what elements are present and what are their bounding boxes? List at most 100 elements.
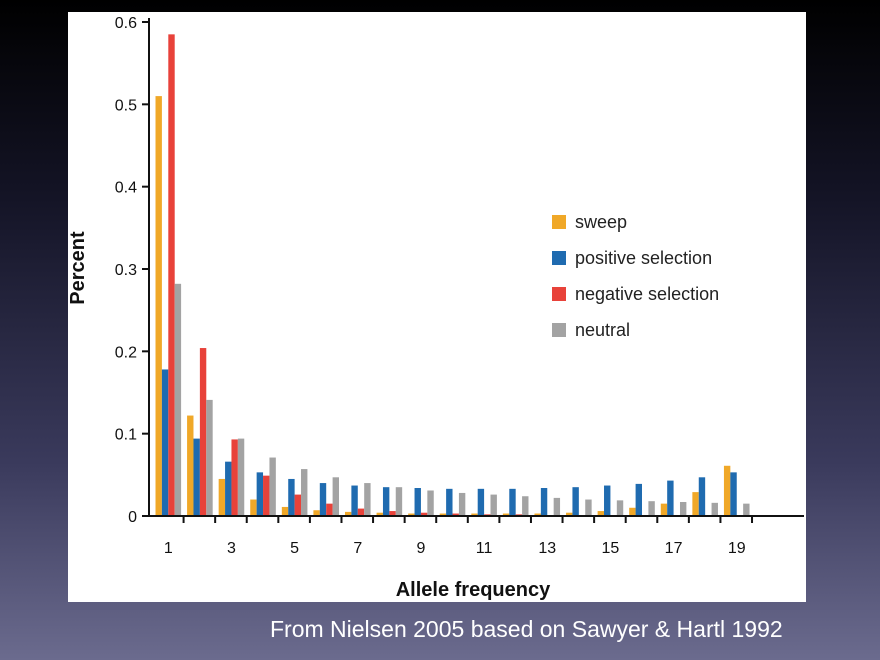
bar-negative-selection-8 bbox=[389, 511, 396, 516]
bar-negative-selection-7 bbox=[357, 508, 365, 516]
bar-sweep-19 bbox=[723, 465, 731, 516]
bar-negative-selection-5 bbox=[294, 494, 302, 516]
x-tick-label: 19 bbox=[728, 540, 746, 557]
bar-positive-selection-5 bbox=[288, 478, 295, 516]
y-tick-label: 0.6 bbox=[115, 15, 137, 32]
y-tick-label: 0.5 bbox=[115, 97, 137, 114]
bar-sweep-16 bbox=[629, 507, 636, 516]
bar-positive-selection-10 bbox=[446, 488, 453, 516]
bar-positive-selection-9 bbox=[414, 488, 421, 516]
bar-positive-selection-19 bbox=[730, 472, 737, 516]
bar-sweep-13 bbox=[534, 513, 541, 516]
bars-layer bbox=[155, 34, 750, 516]
legend-swatch-negative-selection bbox=[552, 287, 566, 301]
bar-neutral-4 bbox=[269, 457, 276, 516]
bar-neutral-3 bbox=[237, 438, 245, 516]
legend-swatch-neutral bbox=[552, 323, 566, 337]
bar-neutral-19 bbox=[743, 503, 750, 516]
legend-swatch-positive-selection bbox=[552, 251, 566, 265]
bar-sweep-14 bbox=[566, 512, 573, 516]
bar-neutral-5 bbox=[301, 469, 308, 516]
axes-layer: 00.10.20.30.40.50.61 3 5 7 9 11 13 15 17 19Allele… bbox=[68, 15, 804, 601]
bar-neutral-6 bbox=[332, 477, 339, 516]
bar-sweep-18 bbox=[692, 492, 699, 516]
bar-sweep-7 bbox=[344, 511, 352, 516]
source-caption: From Nielsen 2005 based on Sawyer & Hart… bbox=[270, 616, 783, 642]
bar-sweep-1 bbox=[155, 96, 162, 516]
bar-sweep-17 bbox=[660, 503, 668, 516]
bar-neutral-1 bbox=[174, 283, 182, 516]
chart-panel: 0 0.1 0.2 0.3 0.4 0.5 0.6 1 3 5 7 9 11 13 15 17 19 Allele… bbox=[68, 12, 806, 602]
bar-positive-selection-6 bbox=[319, 483, 327, 516]
bar-sweep-5 bbox=[281, 506, 289, 516]
bar-negative-selection-2 bbox=[199, 348, 207, 516]
bar-negative-selection-6 bbox=[326, 503, 333, 516]
y-tick-label: 0.3 bbox=[115, 262, 137, 279]
bar-positive-selection-8 bbox=[382, 487, 390, 516]
x-tick-label: 1 bbox=[164, 540, 173, 557]
bar-positive-selection-2 bbox=[193, 438, 200, 516]
bar-sweep-6 bbox=[313, 510, 320, 516]
y-tick-label: 0.2 bbox=[115, 344, 137, 361]
x-tick-label: 9 bbox=[416, 540, 425, 557]
bar-sweep-11 bbox=[471, 513, 478, 516]
bar-positive-selection-18 bbox=[698, 477, 706, 516]
bar-neutral-17 bbox=[679, 502, 687, 516]
bar-positive-selection-16 bbox=[635, 483, 642, 516]
y-axis-title: Percent bbox=[68, 231, 89, 305]
bar-positive-selection-17 bbox=[667, 480, 674, 516]
bar-neutral-8 bbox=[395, 487, 403, 516]
x-tick-label: 11 bbox=[476, 540, 493, 557]
x-tick-label: 15 bbox=[602, 540, 620, 557]
bar-negative-selection-1 bbox=[168, 34, 175, 516]
x-tick-label: 7 bbox=[353, 540, 362, 557]
bar-neutral-13 bbox=[553, 497, 561, 516]
bar-sweep-8 bbox=[376, 512, 383, 516]
bar-negative-selection-3 bbox=[231, 439, 238, 516]
bar-sweep-3 bbox=[218, 478, 226, 516]
bar-positive-selection-11 bbox=[477, 488, 485, 516]
y-tick-label: 0 bbox=[128, 509, 137, 526]
bar-neutral-7 bbox=[364, 483, 371, 516]
y-tick-label: 0.4 bbox=[115, 180, 137, 197]
legend-swatch-sweep bbox=[552, 215, 566, 229]
bar-sweep-4 bbox=[250, 499, 257, 516]
bar-positive-selection-12 bbox=[509, 488, 516, 516]
legend-label-positive-selection: positive selection bbox=[575, 248, 712, 268]
bar-positive-selection-3 bbox=[225, 461, 232, 516]
bar-neutral-12 bbox=[522, 496, 529, 516]
bar-sweep-2 bbox=[187, 415, 194, 516]
legend-label-negative-selection: negative selection bbox=[575, 284, 719, 304]
x-tick-label: 17 bbox=[665, 540, 683, 557]
bar-neutral-16 bbox=[648, 501, 655, 516]
x-tick-label: 13 bbox=[538, 540, 556, 557]
bar-positive-selection-1 bbox=[161, 369, 169, 516]
bar-neutral-11 bbox=[490, 494, 497, 516]
bar-neutral-9 bbox=[427, 490, 434, 516]
legend: sweep positive selection negative selectio… bbox=[552, 212, 719, 340]
bar-sweep-12 bbox=[502, 513, 510, 516]
bar-neutral-15 bbox=[616, 500, 624, 516]
bar-positive-selection-4 bbox=[256, 472, 264, 516]
y-tick-label: 0.1 bbox=[115, 427, 137, 444]
bar-neutral-10 bbox=[458, 492, 466, 516]
bar-negative-selection-10 bbox=[452, 513, 459, 516]
bar-neutral-18 bbox=[711, 502, 718, 516]
legend-label-sweep: sweep bbox=[575, 212, 627, 232]
bar-sweep-10 bbox=[439, 513, 447, 516]
bar-sweep-9 bbox=[408, 513, 415, 516]
x-axis-title: Allele frequency bbox=[396, 579, 551, 601]
allele-frequency-chart: 00.10.20.30.40.50.61 3 5 7 9 11 13 15 17 19Allele… bbox=[68, 15, 804, 601]
bar-positive-selection-15 bbox=[604, 485, 611, 516]
x-tick-label: 5 bbox=[290, 540, 299, 557]
bar-positive-selection-13 bbox=[540, 488, 548, 516]
bar-sweep-15 bbox=[597, 511, 605, 516]
bar-neutral-2 bbox=[206, 399, 213, 516]
bar-negative-selection-9 bbox=[420, 512, 428, 516]
bar-negative-selection-4 bbox=[263, 475, 270, 516]
legend-label-neutral: neutral bbox=[575, 320, 630, 340]
x-tick-label: 3 bbox=[227, 540, 236, 557]
bar-positive-selection-7 bbox=[351, 485, 358, 516]
bar-neutral-14 bbox=[585, 499, 592, 516]
bar-positive-selection-14 bbox=[572, 487, 579, 516]
